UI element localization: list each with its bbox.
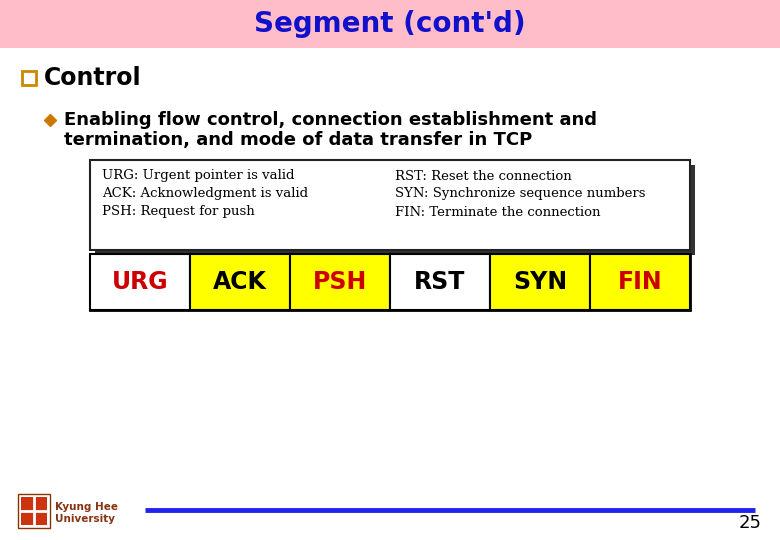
Bar (490, 254, 590, 310)
Bar (21, 497, 47, 525)
Bar (90, 254, 690, 310)
Text: URG: URG (112, 270, 168, 294)
Bar (22, 71, 36, 85)
Text: RST: Reset the connection: RST: Reset the connection (395, 170, 572, 183)
Text: Segment (cont'd): Segment (cont'd) (254, 10, 526, 38)
Text: FIN: Terminate the connection: FIN: Terminate the connection (395, 206, 601, 219)
Text: Control: Control (44, 66, 142, 90)
Text: SYN: SYN (513, 270, 567, 294)
Text: University: University (55, 514, 115, 524)
Text: SYN: Synchronize sequence numbers: SYN: Synchronize sequence numbers (395, 187, 646, 200)
Bar (390, 254, 490, 310)
Text: PSH: PSH (313, 270, 367, 294)
Text: URG: Urgent pointer is valid: URG: Urgent pointer is valid (102, 170, 295, 183)
Text: RST: RST (414, 270, 466, 294)
Bar (590, 254, 690, 310)
Text: termination, and mode of data transfer in TCP: termination, and mode of data transfer i… (64, 131, 532, 149)
Bar (95, 165, 695, 255)
Bar (18, 494, 50, 528)
Bar (90, 254, 190, 310)
Text: 25: 25 (739, 514, 762, 532)
Text: ACK: ACK (213, 270, 267, 294)
Bar (290, 254, 390, 310)
Text: Kyung Hee: Kyung Hee (55, 502, 118, 512)
Bar (190, 254, 290, 310)
Bar (90, 160, 690, 250)
Text: Enabling flow control, connection establishment and: Enabling flow control, connection establ… (64, 111, 597, 129)
Text: ACK: Acknowledgment is valid: ACK: Acknowledgment is valid (102, 187, 308, 200)
Bar (0, 0, 780, 48)
Text: FIN: FIN (618, 270, 662, 294)
Text: PSH: Request for push: PSH: Request for push (102, 206, 255, 219)
